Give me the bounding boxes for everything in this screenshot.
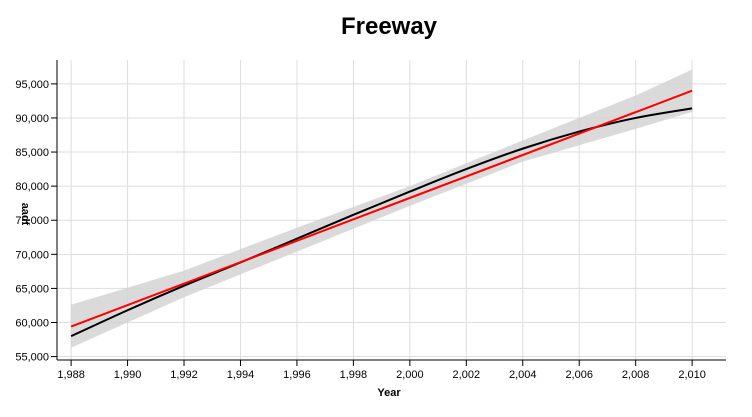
y-tick-label: 70,000 xyxy=(15,249,49,261)
y-tick-label: 55,000 xyxy=(15,352,49,364)
x-tick-label: 1,996 xyxy=(283,369,311,381)
x-tick-label: 2,002 xyxy=(453,369,481,381)
x-tick-label: 1,994 xyxy=(227,369,255,381)
x-tick-label: 2,004 xyxy=(509,369,537,381)
linear-fit-line xyxy=(71,91,692,327)
x-tick-label: 2,006 xyxy=(565,369,593,381)
x-tick-label: 2,010 xyxy=(678,369,706,381)
y-axis-label: aadt xyxy=(19,203,31,226)
x-tick-label: 1,992 xyxy=(170,369,198,381)
x-axis-label: Year xyxy=(377,387,401,399)
y-tick-label: 90,000 xyxy=(15,113,49,125)
chart-title: Freeway xyxy=(341,13,438,40)
x-tick-label: 1,990 xyxy=(114,369,142,381)
y-tick-label: 65,000 xyxy=(15,283,49,295)
y-tick-label: 85,000 xyxy=(15,147,49,159)
y-tick-label: 60,000 xyxy=(15,318,49,330)
x-tick-label: 1,998 xyxy=(340,369,368,381)
x-tick-label: 2,000 xyxy=(396,369,424,381)
x-tick-label: 2,008 xyxy=(622,369,650,381)
y-tick-label: 80,000 xyxy=(15,181,49,193)
y-tick-label: 95,000 xyxy=(15,79,49,91)
x-tick-label: 1,988 xyxy=(57,369,85,381)
